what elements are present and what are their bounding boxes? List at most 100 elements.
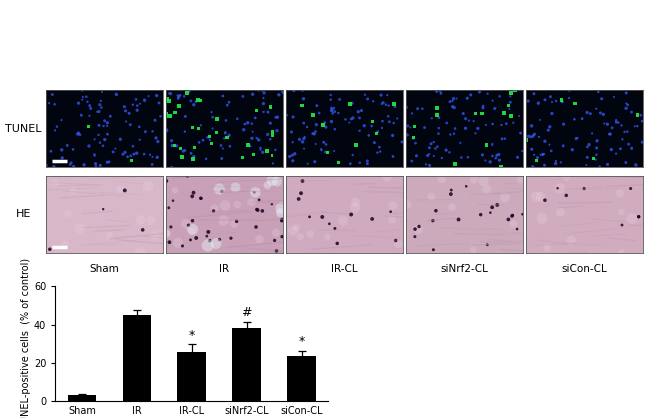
Point — [188, 189, 199, 196]
Bar — [233, 329, 261, 401]
Point — [461, 183, 471, 190]
Point — [179, 128, 190, 135]
Point — [495, 163, 506, 170]
Point — [288, 114, 298, 120]
Point — [500, 135, 510, 142]
Point — [363, 96, 373, 102]
Point — [297, 102, 307, 109]
Point — [252, 207, 263, 214]
Point — [362, 161, 372, 167]
Point — [460, 115, 471, 122]
Point — [450, 125, 460, 132]
Point — [487, 204, 497, 211]
Point — [218, 145, 228, 152]
Point — [350, 142, 361, 148]
Point — [182, 173, 192, 180]
Point — [422, 152, 433, 159]
Text: *: * — [188, 329, 195, 342]
Point — [552, 185, 563, 191]
Point — [118, 151, 128, 158]
Point — [506, 90, 516, 97]
Point — [120, 107, 131, 114]
Point — [566, 237, 577, 244]
Point — [445, 131, 456, 138]
Point — [209, 208, 219, 214]
Point — [508, 120, 519, 126]
Point — [255, 147, 266, 153]
Point — [220, 202, 230, 209]
Point — [196, 195, 206, 202]
Point — [122, 153, 133, 160]
Point — [201, 155, 211, 162]
Point — [581, 162, 592, 168]
Point — [219, 135, 229, 142]
Point — [621, 105, 631, 112]
Point — [390, 103, 400, 110]
Point — [65, 161, 75, 168]
Point — [375, 148, 385, 155]
Point — [269, 237, 280, 244]
Point — [165, 90, 176, 97]
Point — [47, 91, 58, 98]
Point — [151, 135, 161, 141]
Point — [321, 141, 332, 148]
Point — [131, 150, 142, 156]
Point — [207, 125, 218, 132]
Point — [120, 149, 130, 155]
Point — [514, 113, 525, 120]
Point — [537, 215, 547, 222]
Point — [267, 176, 278, 183]
Point — [441, 147, 451, 153]
Point — [595, 163, 605, 170]
Point — [482, 186, 492, 192]
Point — [556, 159, 566, 166]
Point — [300, 134, 310, 140]
Point — [446, 191, 456, 197]
Point — [465, 92, 476, 98]
Point — [127, 143, 138, 150]
Point — [378, 99, 388, 106]
Point — [611, 117, 621, 124]
Point — [434, 114, 444, 121]
Point — [504, 102, 514, 109]
Point — [172, 143, 182, 149]
Point — [477, 152, 488, 158]
Point — [389, 100, 399, 107]
Point — [474, 89, 485, 95]
Point — [592, 151, 602, 158]
Point — [475, 212, 486, 218]
Point — [417, 105, 428, 112]
Point — [190, 98, 201, 105]
Point — [350, 204, 360, 211]
Point — [45, 246, 55, 252]
Point — [555, 185, 566, 192]
Point — [226, 235, 236, 242]
Point — [410, 226, 421, 232]
Point — [224, 132, 234, 139]
Point — [621, 89, 631, 96]
Point — [250, 189, 261, 196]
Point — [492, 201, 502, 208]
Point — [436, 90, 446, 97]
Point — [94, 132, 104, 138]
Point — [196, 195, 206, 201]
Point — [96, 104, 107, 111]
Point — [218, 93, 228, 99]
Point — [387, 202, 398, 209]
Point — [68, 187, 78, 194]
Point — [534, 133, 544, 140]
Point — [115, 186, 125, 193]
Point — [105, 113, 116, 120]
Point — [94, 122, 104, 129]
Point — [354, 127, 365, 134]
Point — [229, 220, 239, 227]
Point — [144, 93, 154, 99]
Point — [267, 129, 278, 135]
Point — [179, 147, 190, 154]
Point — [623, 102, 633, 108]
Point — [382, 173, 393, 180]
Point — [194, 139, 204, 146]
Point — [108, 148, 118, 155]
Point — [393, 241, 404, 247]
Point — [125, 121, 135, 128]
